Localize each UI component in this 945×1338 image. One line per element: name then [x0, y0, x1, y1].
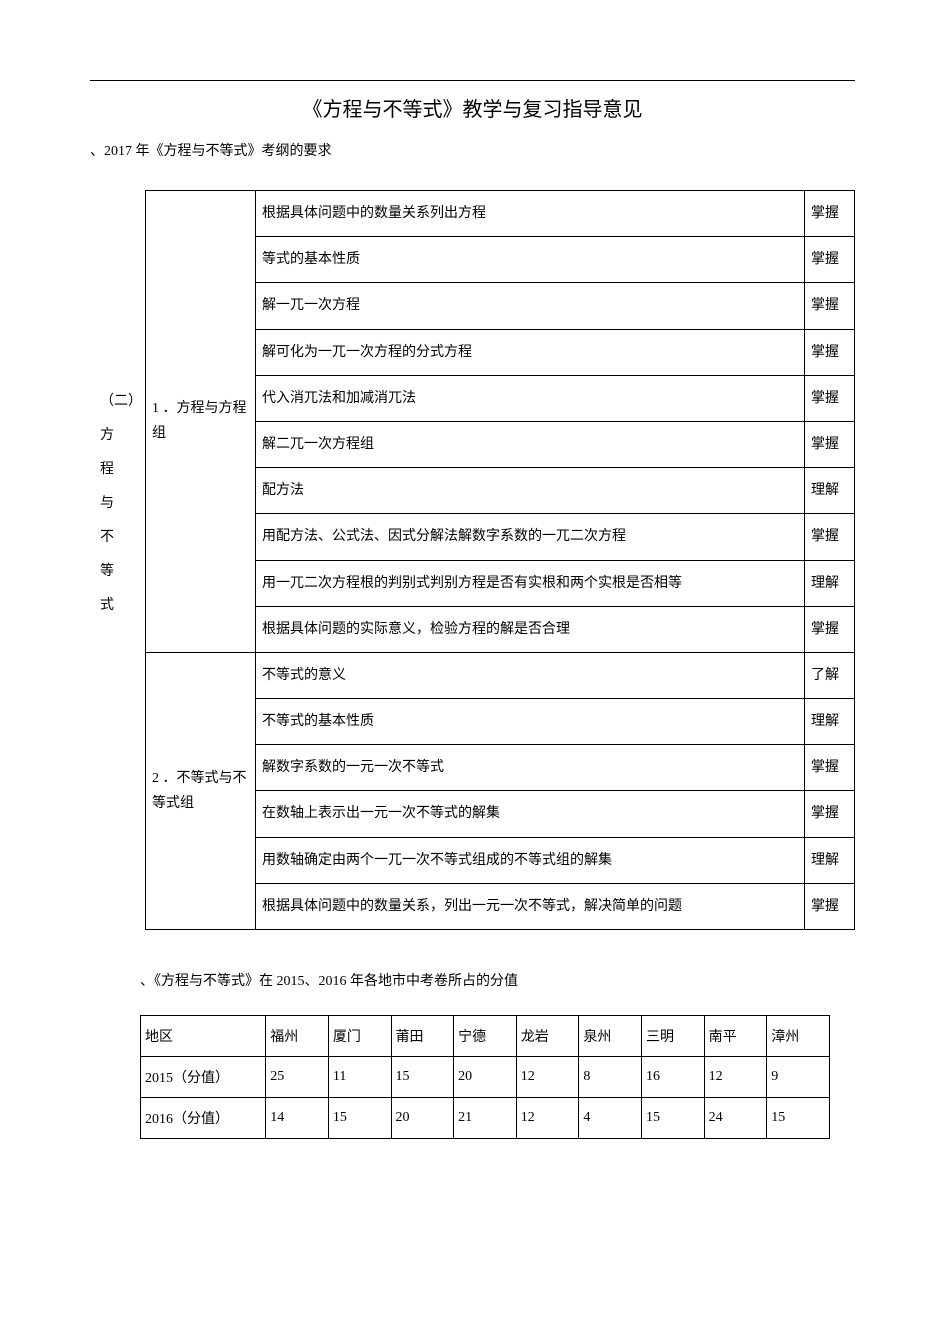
level-cell: 理解	[805, 837, 855, 883]
score-cell: 12	[516, 1098, 579, 1139]
desc-cell: 解数字系数的一元一次不等式	[256, 745, 805, 791]
level-cell: 掌握	[805, 237, 855, 283]
table-row: 2016（分值） 14 15 20 21 12 4 15 24 15	[141, 1098, 830, 1139]
level-cell: 理解	[805, 699, 855, 745]
score-cell: 15	[391, 1057, 454, 1098]
side-label-char: 方	[90, 424, 145, 444]
score-cell: 25	[266, 1057, 329, 1098]
desc-cell: 解可化为一兀一次方程的分式方程	[256, 329, 805, 375]
side-label-char: 式	[90, 594, 145, 614]
level-cell: 掌握	[805, 791, 855, 837]
city-header-cell: 莆田	[391, 1016, 454, 1057]
level-cell: 掌握	[805, 883, 855, 929]
city-header-cell: 龙岩	[516, 1016, 579, 1057]
desc-cell: 在数轴上表示出一元一次不等式的解集	[256, 791, 805, 837]
score-cell: 4	[579, 1098, 642, 1139]
side-label-char: 与	[90, 492, 145, 512]
desc-cell: 不等式的基本性质	[256, 699, 805, 745]
level-cell: 理解	[805, 468, 855, 514]
level-cell: 掌握	[805, 514, 855, 560]
side-label-char: 不	[90, 526, 145, 546]
level-cell: 掌握	[805, 283, 855, 329]
city-header-cell: 泉州	[579, 1016, 642, 1057]
level-cell: 理解	[805, 560, 855, 606]
desc-cell: 根据具体问题中的数量关系，列出一元一次不等式，解决简单的问题	[256, 883, 805, 929]
score-cell: 15	[328, 1098, 391, 1139]
score-cell: 15	[642, 1098, 705, 1139]
outline-table: 1 ．方程与方程组 根据具体问题中的数量关系列出方程 掌握 等式的基本性质 掌握…	[145, 190, 855, 930]
desc-cell: 配方法	[256, 468, 805, 514]
level-cell: 了解	[805, 652, 855, 698]
score-cell: 9	[767, 1057, 830, 1098]
page-title: 《方程与不等式》教学与复习指导意见	[90, 93, 855, 122]
score-table: 地区 福州 厦门 莆田 宁德 龙岩 泉州 三明 南平 漳州 2015（分值） 2…	[140, 1015, 830, 1139]
score-cell: 8	[579, 1057, 642, 1098]
desc-cell: 等式的基本性质	[256, 237, 805, 283]
outline-wrapper: （二） 方 程 与 不 等 式 1 ．方程与方程组 根据具体问题中的数量关系列出…	[90, 190, 855, 930]
desc-cell: 用一兀二次方程根的判别式判别方程是否有实根和两个实根是否相等	[256, 560, 805, 606]
desc-cell: 用数轴确定由两个一兀一次不等式组成的不等式组的解集	[256, 837, 805, 883]
city-header-cell: 宁德	[454, 1016, 517, 1057]
table-row: 2 ．不等式与不等式组 不等式的意义 了解	[146, 652, 855, 698]
score-cell: 20	[454, 1057, 517, 1098]
group-label-cell: 1 ．方程与方程组	[146, 191, 256, 653]
top-horizontal-rule	[90, 80, 855, 81]
group-label-cell: 2 ．不等式与不等式组	[146, 652, 256, 929]
city-header-cell: 福州	[266, 1016, 329, 1057]
side-label-char: 等	[90, 560, 145, 580]
city-header-cell: 漳州	[767, 1016, 830, 1057]
desc-cell: 不等式的意义	[256, 652, 805, 698]
city-header-cell: 三明	[642, 1016, 705, 1057]
side-label-column: （二） 方 程 与 不 等 式	[90, 190, 145, 930]
row-label-cell: 2016（分值）	[141, 1098, 266, 1139]
desc-cell: 根据具体问题中的数量关系列出方程	[256, 191, 805, 237]
table-row: 2015（分值） 25 11 15 20 12 8 16 12 9	[141, 1057, 830, 1098]
section-2-heading: 、《方程与不等式》在 2015、2016 年各地市中考卷所占的分值	[140, 970, 855, 990]
score-cell: 12	[516, 1057, 579, 1098]
desc-cell: 解一兀一次方程	[256, 283, 805, 329]
city-header-cell: 厦门	[328, 1016, 391, 1057]
city-header-cell: 南平	[704, 1016, 767, 1057]
score-cell: 24	[704, 1098, 767, 1139]
desc-cell: 用配方法、公式法、因式分解法解数字系数的一兀二次方程	[256, 514, 805, 560]
score-cell: 12	[704, 1057, 767, 1098]
level-cell: 掌握	[805, 745, 855, 791]
score-cell: 14	[266, 1098, 329, 1139]
score-cell: 16	[642, 1057, 705, 1098]
score-cell: 20	[391, 1098, 454, 1139]
desc-cell: 解二兀一次方程组	[256, 421, 805, 467]
score-cell: 21	[454, 1098, 517, 1139]
level-cell: 掌握	[805, 191, 855, 237]
side-label-prefix: （二）	[90, 390, 145, 410]
level-cell: 掌握	[805, 329, 855, 375]
level-cell: 掌握	[805, 421, 855, 467]
section-1-heading: 、2017 年《方程与不等式》考纲的要求	[90, 140, 855, 160]
desc-cell: 代入消兀法和加减消兀法	[256, 375, 805, 421]
score-cell: 11	[328, 1057, 391, 1098]
table-row: 1 ．方程与方程组 根据具体问题中的数量关系列出方程 掌握	[146, 191, 855, 237]
level-cell: 掌握	[805, 375, 855, 421]
score-cell: 15	[767, 1098, 830, 1139]
header-cell: 地区	[141, 1016, 266, 1057]
desc-cell: 根据具体问题的实际意义，检验方程的解是否合理	[256, 606, 805, 652]
row-label-cell: 2015（分值）	[141, 1057, 266, 1098]
side-label-char: 程	[90, 458, 145, 478]
level-cell: 掌握	[805, 606, 855, 652]
table-row: 地区 福州 厦门 莆田 宁德 龙岩 泉州 三明 南平 漳州	[141, 1016, 830, 1057]
